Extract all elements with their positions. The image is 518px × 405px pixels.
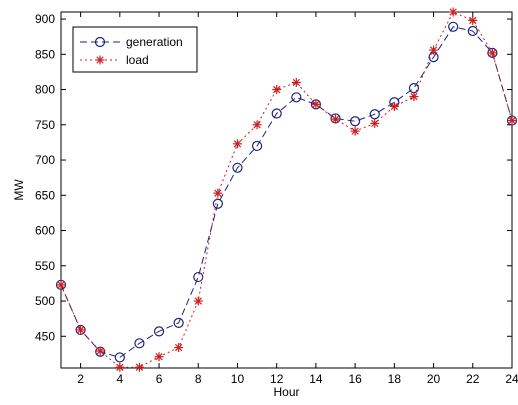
legend-label-load: load <box>126 53 149 67</box>
generation-point-12 <box>271 108 282 119</box>
x-tick-label: 4 <box>116 372 123 386</box>
legend-box <box>72 26 198 73</box>
load-point-24 <box>507 116 517 126</box>
generation-point-10 <box>232 162 243 173</box>
x-axis-label: Hour <box>273 385 299 399</box>
x-tick-label: 24 <box>505 372 518 386</box>
generation-point-4 <box>114 352 125 363</box>
load-point-17 <box>370 118 380 128</box>
load-point-2 <box>76 325 86 335</box>
load-point-1 <box>56 280 66 290</box>
generation-point-7 <box>173 317 184 328</box>
generation-point-11 <box>251 140 263 152</box>
generation-point-22 <box>467 25 478 37</box>
load-point-6 <box>154 352 164 362</box>
load-point-9 <box>213 188 223 198</box>
x-tick-label: 12 <box>270 372 284 386</box>
legend-label-generation: generation <box>126 35 183 49</box>
generation-point-21 <box>448 21 459 32</box>
legend-entry-generation: generation <box>80 35 183 49</box>
legend: generation load <box>72 26 198 73</box>
y-tick-label: 700 <box>35 153 55 167</box>
load-point-18 <box>389 101 399 111</box>
x-tick-label: 2 <box>77 372 84 386</box>
generation-point-17 <box>369 109 380 120</box>
load-point-22 <box>468 15 478 25</box>
series-layer <box>55 7 518 372</box>
y-tick-label: 500 <box>35 294 55 308</box>
y-tick-label: 900 <box>35 12 55 26</box>
load-point-11 <box>252 120 262 130</box>
generation-point-9 <box>212 198 223 209</box>
load-point-21 <box>448 7 458 17</box>
y-tick-label: 750 <box>35 118 55 132</box>
x-tick-label: 18 <box>388 372 402 386</box>
y-axis-ticks: 450 500 550 600 650 700 750 800 850 900 <box>35 12 512 343</box>
x-tick-label: 14 <box>309 372 323 386</box>
y-tick-label: 550 <box>35 259 55 273</box>
legend-marker-generation <box>94 36 106 48</box>
load-point-8 <box>193 296 203 306</box>
y-tick-label: 650 <box>35 188 55 202</box>
y-axis-label: MW <box>12 179 26 201</box>
load-point-7 <box>174 343 184 353</box>
load-point-16 <box>350 126 360 136</box>
legend-entry-load: load <box>80 53 149 67</box>
x-axis-ticks: 2 4 6 8 10 12 14 16 18 20 22 24 <box>77 12 518 386</box>
load-point-10 <box>232 139 242 149</box>
x-tick-label: 8 <box>195 372 202 386</box>
generation-point-16 <box>350 116 361 127</box>
generation-point-5 <box>134 338 145 349</box>
load-point-12 <box>272 85 282 95</box>
y-tick-label: 600 <box>35 224 55 238</box>
generation-point-6 <box>153 326 165 337</box>
legend-marker-load <box>95 55 105 65</box>
y-tick-label: 800 <box>35 83 55 97</box>
load-point-14 <box>311 99 321 109</box>
load-point-4 <box>115 362 125 372</box>
x-tick-label: 20 <box>427 372 441 386</box>
load-point-20 <box>429 45 439 55</box>
load-point-23 <box>487 48 497 58</box>
x-tick-label: 10 <box>231 372 245 386</box>
x-tick-label: 22 <box>466 372 480 386</box>
load-point-19 <box>409 92 419 102</box>
load-point-13 <box>291 77 301 87</box>
y-tick-label: 850 <box>35 47 55 61</box>
y-tick-label: 450 <box>35 329 55 343</box>
load-point-5 <box>134 362 144 372</box>
x-tick-label: 16 <box>348 372 362 386</box>
generation-point-13 <box>291 92 302 103</box>
load-point-3 <box>95 346 105 356</box>
load-series <box>56 7 517 372</box>
x-tick-label: 6 <box>156 372 163 386</box>
load-point-15 <box>331 114 341 124</box>
